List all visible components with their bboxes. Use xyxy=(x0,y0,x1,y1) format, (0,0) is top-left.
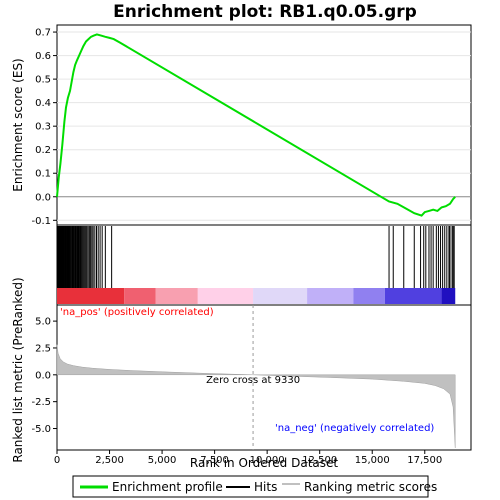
color-bar-segment xyxy=(253,288,308,304)
x-tick-label: 12,500 xyxy=(302,455,337,466)
metric-panel: -5.0 -2.5 0.0 2.5 5.0 Zero cross at 9330 'na… xyxy=(11,277,472,463)
es-tick-label: 0.6 xyxy=(35,51,51,62)
x-tick-label: 15,000 xyxy=(355,455,390,466)
es-grid xyxy=(57,31,471,221)
es-y-ticks: -0.1 0.0 0.1 0.2 0.3 0.4 0.5 0.6 0.7 xyxy=(31,28,57,227)
metric-tick-label: -2.5 xyxy=(31,397,51,408)
x-tick-label: 17,500 xyxy=(407,455,442,466)
zero-cross-label: Zero cross at 9330 xyxy=(206,375,300,386)
legend-label-enrichment-profile: Enrichment profile xyxy=(112,480,223,494)
negative-correlation-label: 'na_neg' (negatively correlated) xyxy=(275,423,434,434)
x-tick-label: 7,500 xyxy=(200,455,229,466)
chart-title: Enrichment plot: RB1.q0.05.grp xyxy=(113,2,417,22)
legend-frame xyxy=(72,475,429,498)
es-tick-label: 0.2 xyxy=(35,145,51,156)
es-tick-label: 0.4 xyxy=(35,98,51,109)
metric-tick-label: -5.0 xyxy=(31,424,51,435)
color-bar-segment xyxy=(124,288,156,304)
enrichment-profile-line xyxy=(56,33,456,217)
es-tick-label: 0.7 xyxy=(35,28,51,39)
hits-panel xyxy=(56,224,472,306)
legend: Enrichment profile Hits Ranking metric s… xyxy=(72,475,437,498)
metric-y-ticks: -5.0 -2.5 0.0 2.5 5.0 xyxy=(31,317,57,435)
x-axis-label: Rank in Ordered Dataset xyxy=(190,456,338,470)
es-panel-frame xyxy=(56,24,472,226)
es-tick-label: 0.0 xyxy=(35,192,51,203)
color-bar-segment xyxy=(307,288,354,304)
color-bar-segment xyxy=(197,288,254,304)
x-tick-label: 5,000 xyxy=(148,455,177,466)
color-bar-segment xyxy=(57,288,125,304)
legend-label-ranking-metric: Ranking metric scores xyxy=(304,480,437,494)
metric-y-axis-label: Ranked list metric (PreRanked) xyxy=(11,277,25,462)
x-tick-label: 10,000 xyxy=(250,455,285,466)
color-bar-segment xyxy=(441,288,456,304)
hit-lines xyxy=(56,226,455,288)
color-bar-segment xyxy=(384,288,442,304)
color-bar-segment xyxy=(155,288,198,304)
rank-color-bar xyxy=(57,288,456,304)
es-tick-label: 0.1 xyxy=(35,169,51,180)
es-tick-label: 0.5 xyxy=(35,75,51,86)
x-tick-label: 2,500 xyxy=(95,455,124,466)
positive-correlation-label: 'na_pos' (positively correlated) xyxy=(60,307,214,318)
es-y-axis-label: Enrichment score (ES) xyxy=(11,58,25,191)
x-axis-ticks: 0 2,500 5,000 7,500 10,000 12,500 15,000 17,500 xyxy=(54,450,442,466)
color-bar-segment xyxy=(353,288,385,304)
es-panel: -0.1 0.0 0.1 0.2 0.3 0.4 0.5 0.6 0.7 Enrichment … xyxy=(11,24,472,227)
x-tick-label: 0 xyxy=(54,455,60,466)
metric-tick-label: 0.0 xyxy=(35,370,51,381)
metric-tick-label: 2.5 xyxy=(35,343,51,354)
es-tick-label: -0.1 xyxy=(31,216,51,227)
legend-label-hits: Hits xyxy=(254,480,277,494)
metric-tick-label: 5.0 xyxy=(35,317,51,328)
es-tick-label: 0.3 xyxy=(35,122,51,133)
ranking-metric-area xyxy=(56,344,456,448)
